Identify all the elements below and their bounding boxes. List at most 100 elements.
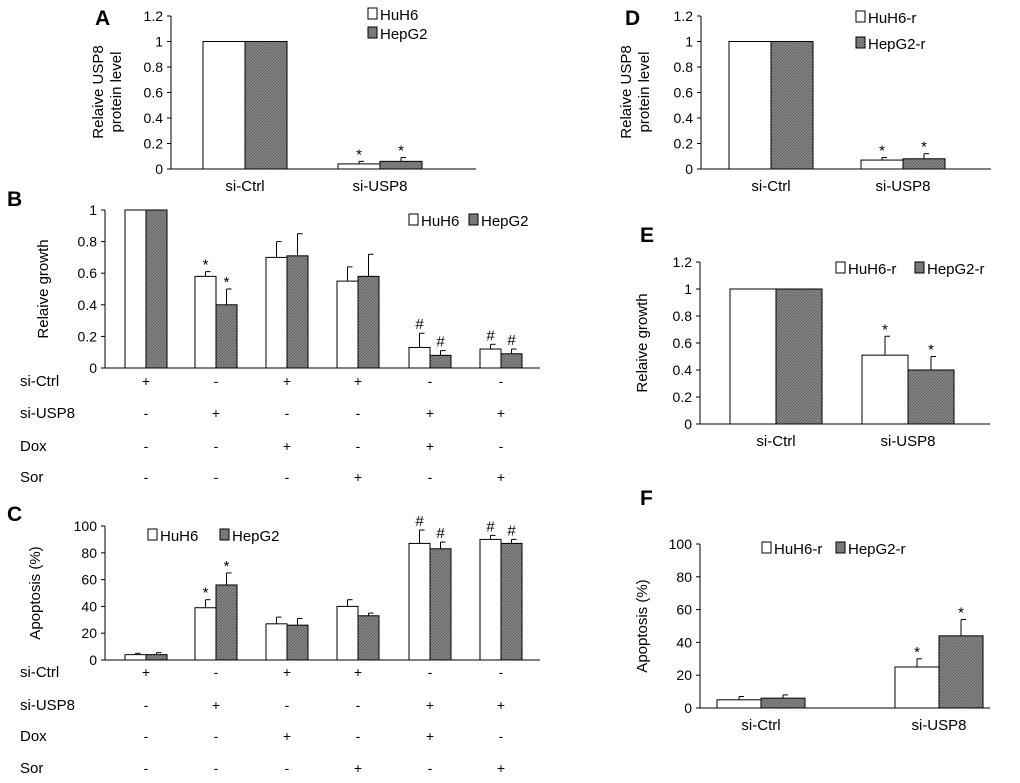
y-axis-label: Relaive USP8 xyxy=(90,45,107,138)
panel-c: C 0 20 40 60 80 100 Apoptosis (%) * # # * # # si-Ctrl +… xyxy=(7,503,540,777)
condition-mark: - xyxy=(356,697,361,713)
legend-swatch xyxy=(914,261,925,274)
bar-hepg2-r-2 xyxy=(902,158,946,170)
condition-mark: + xyxy=(497,469,505,485)
significance-mark: # xyxy=(486,327,495,344)
bar-hepg2-r-1 xyxy=(775,288,823,425)
condition-mark: - xyxy=(356,438,361,454)
legend-swatch xyxy=(855,10,866,23)
bar-hepg2-4 xyxy=(357,275,380,369)
panel-label: C xyxy=(7,503,22,526)
legend-label: HepG2-r xyxy=(927,261,985,278)
bar-huh6-1 xyxy=(124,654,147,661)
significance-mark: * xyxy=(914,644,920,661)
significance-mark: * xyxy=(224,274,230,291)
significance-mark: # xyxy=(415,513,424,530)
panel-label: D xyxy=(625,7,640,30)
condition-mark: - xyxy=(285,697,290,713)
y-tick-label: 0.6 xyxy=(144,85,164,101)
bar-huh6-4 xyxy=(336,605,359,661)
y-tick-label: 60 xyxy=(81,572,97,588)
condition-label: Sor xyxy=(20,469,43,486)
panel-label: B xyxy=(7,188,22,211)
y-tick-label: 20 xyxy=(676,667,692,683)
y-tick-label: 1 xyxy=(685,34,693,50)
y-tick-label: 1.2 xyxy=(144,8,164,24)
bar-huh6-2 xyxy=(194,275,217,369)
condition-mark: + xyxy=(283,438,291,454)
condition-mark: + xyxy=(354,664,362,680)
condition-mark: + xyxy=(283,373,291,389)
significance-mark: * xyxy=(356,146,362,163)
condition-label: Dox xyxy=(20,438,47,455)
condition-mark: - xyxy=(214,438,219,454)
bar-huh6-4 xyxy=(336,280,359,369)
bar-huh6-r-2 xyxy=(860,159,904,170)
condition-mark: + xyxy=(497,760,505,776)
bar-hepg2-5 xyxy=(429,354,452,369)
y-tick-label: 80 xyxy=(81,545,97,561)
condition-mark: - xyxy=(214,373,219,389)
bar-huh6-r-1 xyxy=(728,41,772,170)
y-tick-label: 0.8 xyxy=(673,308,693,324)
condition-mark: + xyxy=(426,697,434,713)
legend-swatch xyxy=(408,213,419,226)
significance-mark: # xyxy=(507,522,516,539)
y-axis-label: Relaive growth xyxy=(634,293,651,392)
panel-label: F xyxy=(640,487,653,510)
y-tick-label: 0 xyxy=(685,161,693,177)
y-tick-label: 1.2 xyxy=(674,8,694,24)
panel-b: B 0 0.2 0.4 0.6 0.8 1 Relaive growth * # # * # # si-Ct… xyxy=(7,188,540,486)
bar-huh6-r-2 xyxy=(861,354,909,425)
condition-mark: - xyxy=(356,728,361,744)
bar-huh6-1 xyxy=(124,209,147,369)
bar-hepg2-1 xyxy=(145,209,168,369)
y-tick-label: 0 xyxy=(684,700,692,716)
bar-huh6-6 xyxy=(479,538,502,661)
bar-hepg2-4 xyxy=(357,615,380,661)
y-tick-label: 20 xyxy=(81,625,97,641)
bar-huh6-r-1 xyxy=(729,288,777,425)
y-tick-label: 0.6 xyxy=(78,265,98,281)
y-tick-label: 0.6 xyxy=(674,85,694,101)
bar-hepg2-5 xyxy=(429,548,452,661)
condition-label: si-USP8 xyxy=(20,697,75,714)
bar-huh6-r-2 xyxy=(894,666,940,709)
condition-mark: + xyxy=(354,469,362,485)
y-tick-label: 0.4 xyxy=(674,110,694,126)
condition-mark: - xyxy=(214,664,219,680)
y-tick-label: 0.2 xyxy=(78,328,98,344)
condition-mark: + xyxy=(142,664,150,680)
y-tick-label: 100 xyxy=(669,536,693,552)
legend-swatch xyxy=(367,26,378,39)
condition-mark: + xyxy=(497,405,505,421)
condition-mark: + xyxy=(212,405,220,421)
panel-d: D 0 0.2 0.4 0.6 0.8 1 1.2 Relaive USP8 protein le… xyxy=(618,7,991,195)
condition-label: si-USP8 xyxy=(20,405,75,422)
bar-huh6-1 xyxy=(202,41,246,170)
condition-mark: - xyxy=(144,405,149,421)
legend-label: HepG2-r xyxy=(848,541,906,558)
bar-hepg2-2 xyxy=(215,584,238,661)
condition-mark: - xyxy=(428,373,433,389)
x-category-label: si-USP8 xyxy=(911,717,966,734)
significance-mark: * xyxy=(398,143,404,160)
condition-mark: + xyxy=(283,728,291,744)
bar-hepg2-r-2 xyxy=(907,369,955,425)
condition-mark: - xyxy=(214,728,219,744)
y-tick-label: 40 xyxy=(81,598,97,614)
condition-mark: - xyxy=(285,469,290,485)
condition-mark: - xyxy=(499,664,504,680)
condition-mark: + xyxy=(283,664,291,680)
bar-hepg2-6 xyxy=(500,353,523,369)
bar-hepg2-6 xyxy=(500,542,523,661)
condition-label: si-Ctrl xyxy=(20,373,59,390)
condition-mark: - xyxy=(144,438,149,454)
significance-mark: * xyxy=(879,143,885,160)
y-tick-label: 0.4 xyxy=(673,362,693,378)
bar-huh6-5 xyxy=(408,542,431,661)
condition-mark: - xyxy=(214,469,219,485)
y-tick-label: 0.8 xyxy=(78,234,98,250)
condition-mark: + xyxy=(497,697,505,713)
